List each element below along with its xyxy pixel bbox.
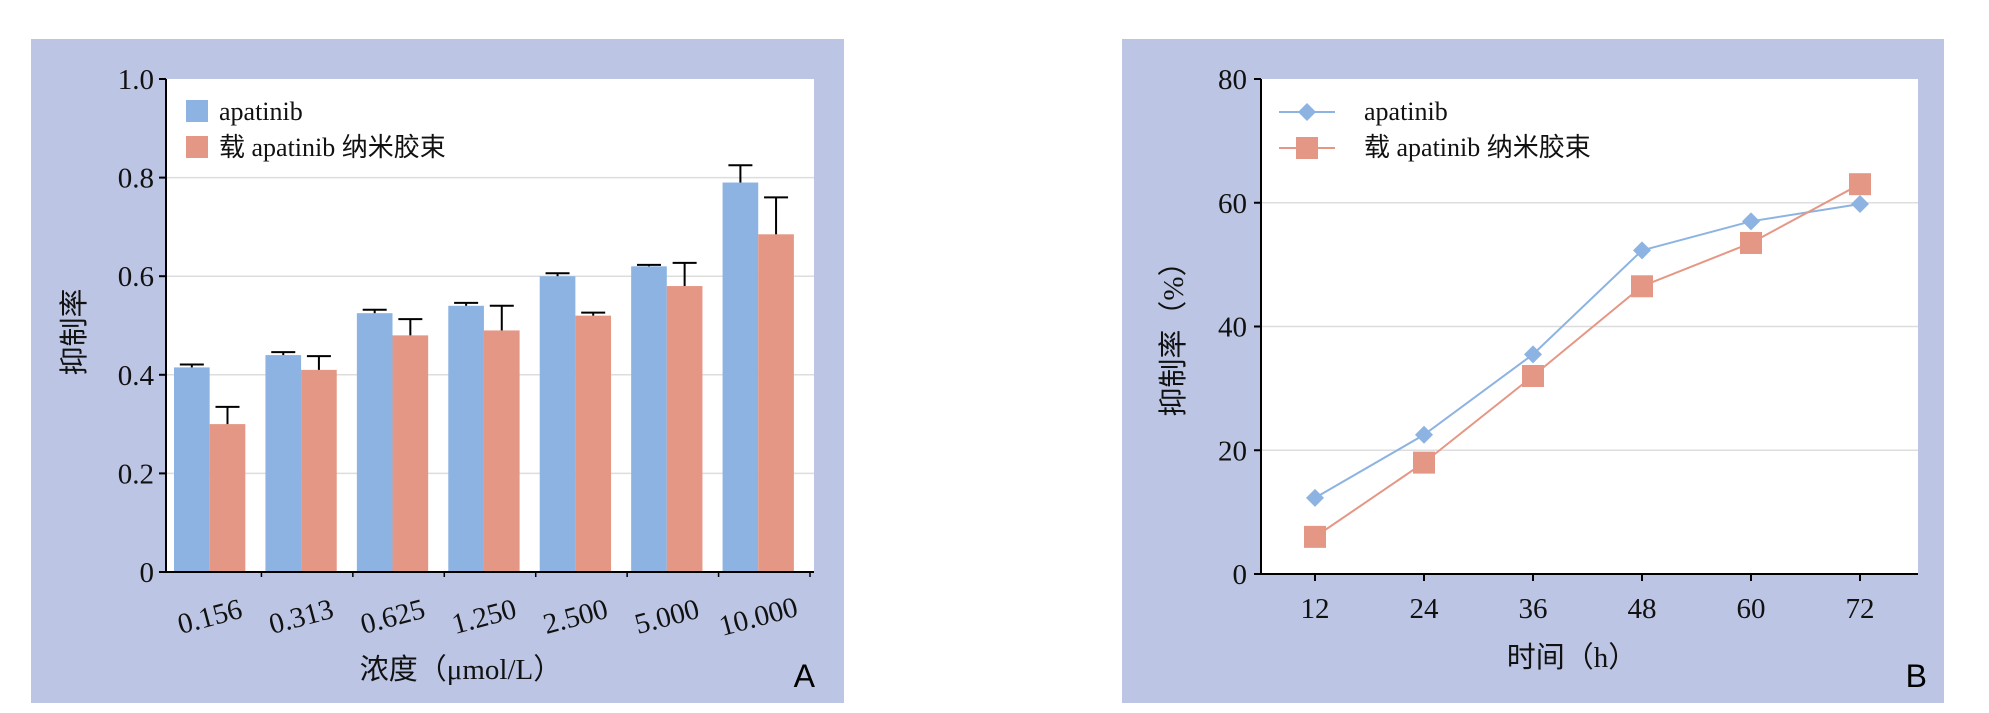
panel-b: 0 20 40 60 80 12 24 36 48 60 72 apatinib 载 apatinib…: [1122, 39, 1944, 703]
x-tick-label: 5.000: [631, 593, 702, 641]
bar: [758, 234, 794, 573]
panel-a: 0 0.2 0.4 0.6 0.8 1.0 0.156 0.313 0.625 1.250 2.50…: [31, 39, 844, 703]
data-point: [1304, 525, 1326, 548]
legend-marker: [1296, 137, 1318, 159]
bar: [539, 276, 576, 572]
legend-swatch: [186, 100, 208, 122]
data-point: [1413, 451, 1435, 474]
y-tick-label: 60: [1218, 188, 1247, 220]
data-point: [1742, 212, 1760, 231]
y-tick-label: 1.0: [118, 64, 154, 96]
x-tick-label: 10.000: [716, 591, 801, 643]
panel-label: A: [794, 658, 816, 694]
y-tick-label: 80: [1218, 64, 1247, 96]
bar: [174, 367, 210, 572]
y-tick-label: 0.4: [118, 360, 155, 392]
bar: [631, 266, 667, 572]
series-line: [1314, 183, 1861, 538]
x-axis-title: 时间（h）: [1507, 641, 1638, 674]
line-chart-b: 0 20 40 60 80 12 24 36 48 60 72 apatinib 载 apatinib…: [1157, 64, 1927, 694]
data-point: [1522, 365, 1544, 387]
y-tick-label: 0.8: [118, 163, 154, 195]
y-tick-label: 20: [1218, 435, 1247, 467]
y-tick-label: 40: [1218, 312, 1247, 344]
legend-label: 载 apatinib 纳米胶束: [219, 133, 446, 162]
y-axis-title: 抑制率（%）: [1157, 247, 1190, 416]
data-point: [1851, 194, 1869, 213]
y-tick-label: 0: [1233, 559, 1248, 591]
series-line: [1314, 202, 1861, 499]
x-tick-label: 1.250: [449, 593, 520, 641]
bar: [575, 315, 612, 572]
x-tick-label: 12: [1301, 593, 1330, 625]
data-point: [1524, 345, 1542, 364]
bar: [265, 355, 302, 572]
y-tick-label: 0.2: [118, 458, 154, 490]
data-point: [1306, 488, 1324, 507]
legend-label: apatinib: [1364, 97, 1448, 126]
bar: [448, 305, 484, 572]
x-tick-label: 2.500: [540, 593, 611, 641]
bar: [392, 335, 429, 572]
panel-label: B: [1906, 658, 1927, 694]
y-tick-label: 0: [140, 557, 155, 589]
bar: [209, 424, 246, 572]
bar: [666, 286, 703, 572]
data-point: [1415, 425, 1433, 444]
legend-label: apatinib: [219, 97, 303, 126]
y-tick-label: 0.6: [118, 261, 154, 293]
legend-swatch: [186, 136, 208, 158]
legend-marker: [1298, 103, 1316, 121]
legend-label: 载 apatinib 纳米胶束: [1364, 133, 1591, 162]
x-tick-label: 48: [1628, 593, 1657, 625]
bar: [301, 369, 337, 572]
x-tick-label: 72: [1846, 593, 1875, 625]
x-tick-label: 0.625: [357, 593, 428, 641]
x-tick-label: 0.313: [266, 593, 337, 641]
x-tick-label: 36: [1519, 593, 1548, 625]
data-point: [1633, 241, 1651, 260]
x-axis-title: 浓度（μmol/L）: [360, 653, 562, 686]
bar-chart-a: 0 0.2 0.4 0.6 0.8 1.0 0.156 0.313 0.625 1.250 2.50…: [58, 64, 816, 694]
data-point: [1740, 231, 1762, 254]
y-axis-title: 抑制率: [58, 288, 91, 375]
x-tick-label: 0.156: [174, 593, 245, 641]
bar: [356, 313, 393, 572]
data-point: [1849, 173, 1871, 196]
bar: [722, 182, 759, 572]
bar: [483, 330, 520, 572]
x-tick-label: 24: [1410, 593, 1440, 625]
data-point: [1631, 275, 1653, 298]
x-tick-label: 60: [1737, 593, 1766, 625]
